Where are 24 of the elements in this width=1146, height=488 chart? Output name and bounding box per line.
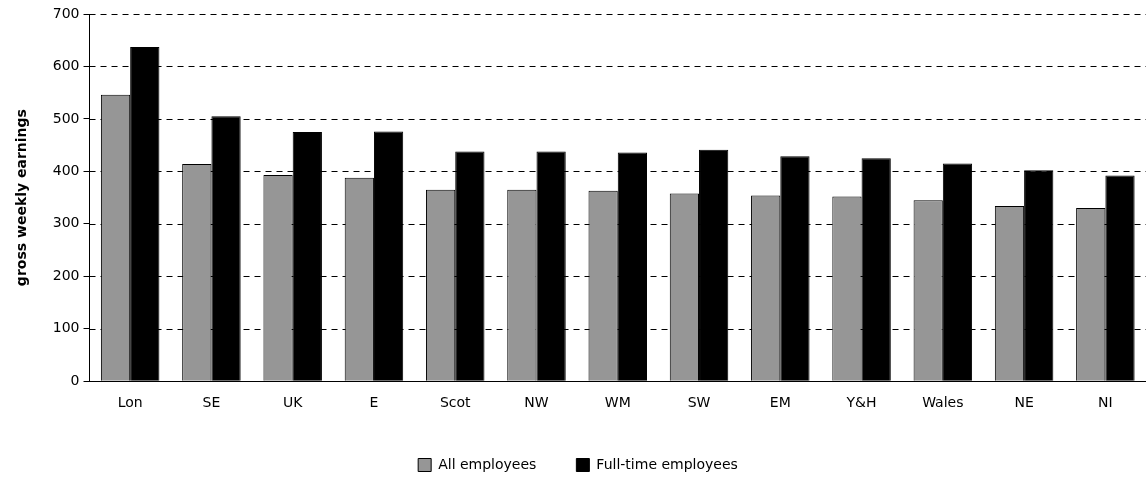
- y-tick-label: 0: [70, 371, 80, 388]
- x-tick-label: NI: [1098, 394, 1113, 411]
- x-tick-label: Scot: [439, 394, 472, 411]
- x-tick-label: Lon: [117, 394, 143, 411]
- x-tick-label: E: [369, 394, 379, 411]
- legend-label: Full-time employees: [596, 455, 738, 472]
- x-tick-label: SE: [202, 394, 221, 411]
- x-tick-label: Y&H: [845, 394, 877, 411]
- y-tick-label: 500: [52, 109, 80, 126]
- x-tick-label: NE: [1014, 394, 1034, 411]
- y-tick-label: 600: [52, 57, 80, 74]
- y-tick-label: 100: [52, 319, 80, 336]
- y-tick-label: 200: [52, 266, 80, 283]
- y-axis-title: gross weekly earnings: [13, 109, 30, 287]
- y-tick-label: 300: [52, 214, 80, 231]
- y-tick-label: 400: [52, 162, 80, 179]
- x-tick-label: SW: [687, 394, 711, 411]
- x-tick-label: EM: [769, 394, 791, 411]
- x-tick-label: WM: [604, 394, 631, 411]
- y-tick-label: 700: [52, 4, 80, 21]
- x-tick-label: Wales: [922, 394, 964, 411]
- x-tick-label: NW: [524, 394, 549, 411]
- x-tick-label: UK: [282, 394, 304, 411]
- legend-label: All employees: [438, 455, 537, 472]
